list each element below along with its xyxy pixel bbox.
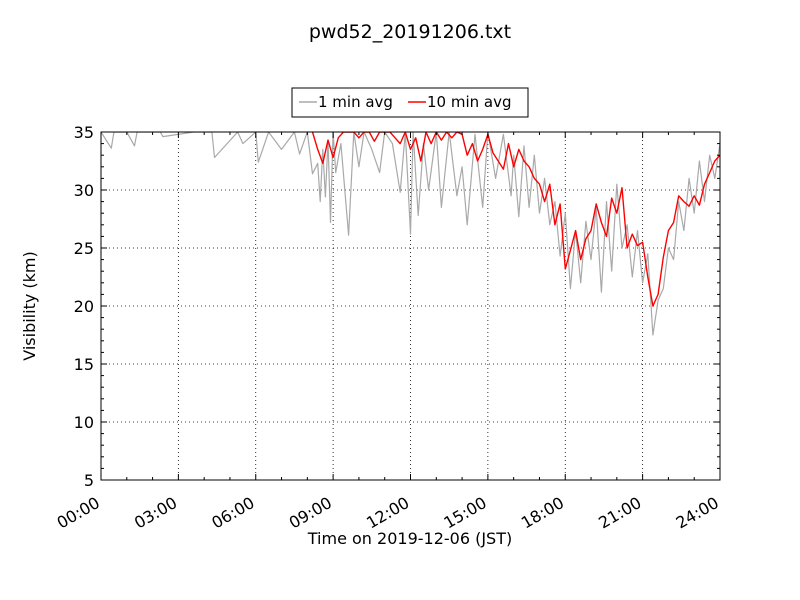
x-tick-label-7: 21:00 [595,493,644,533]
y-tick-label-5: 30 [74,181,94,200]
y-axis: 5 10 15 20 25 30 35 [74,123,720,490]
y-axis-label: Visibility (km) [20,251,39,360]
x-tick-label-2: 06:00 [208,493,257,533]
y-tick-label-1: 10 [74,413,94,432]
x-tick-label-1: 03:00 [131,493,180,533]
y-tick-label-2: 15 [74,355,94,374]
legend-label-1min: 1 min avg [318,93,393,111]
series-group [101,132,720,336]
legend: 1 min avg 10 min avg [291,87,529,118]
legend-label-10min: 10 min avg [427,93,512,111]
x-tick-label-3: 09:00 [286,493,335,533]
series-line-10min-avg [311,132,720,307]
x-tick-label-5: 15:00 [440,493,489,533]
y-tick-label-0: 5 [84,471,94,490]
chart-title: pwd52_20191206.txt [309,21,511,43]
series-line-1min-avg [101,132,720,336]
y-tick-label-6: 35 [74,123,94,142]
y-tick-label-3: 20 [74,297,94,316]
x-tick-label-4: 12:00 [363,493,412,533]
x-axis-label: Time on 2019-12-06 (JST) [307,529,512,548]
y-tick-label-4: 25 [74,239,94,258]
grid [101,132,720,480]
x-tick-label-8: 24:00 [673,493,722,533]
x-tick-label-0: 00:00 [54,493,103,533]
x-tick-label-6: 18:00 [518,493,567,533]
